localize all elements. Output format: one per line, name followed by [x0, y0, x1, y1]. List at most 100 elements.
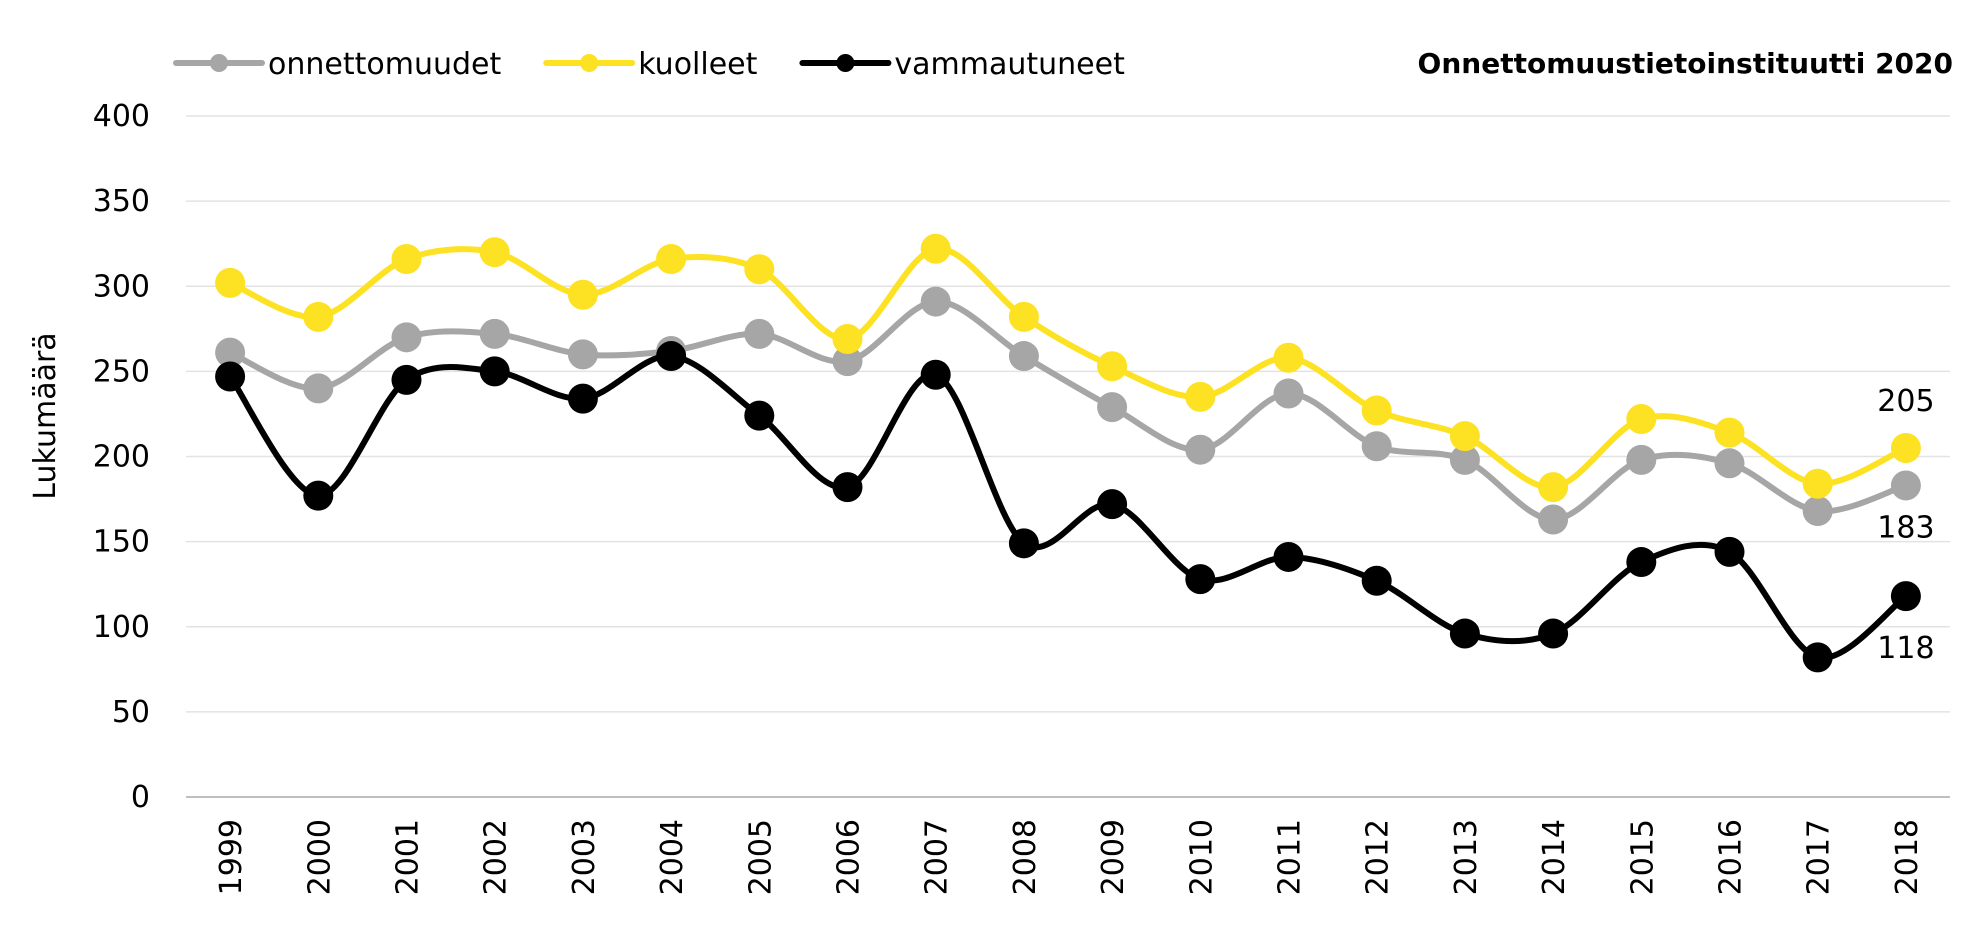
legend-label: vammautuneet [894, 47, 1125, 82]
data-label-vammautuneet: 118 [1877, 631, 1934, 666]
data-point [1273, 541, 1304, 572]
source-label: Onnettomuustietoinstituutti 2020 [1418, 47, 1953, 80]
data-point [1626, 444, 1657, 475]
data-point [744, 318, 775, 349]
data-point [832, 324, 863, 355]
data-point [1008, 301, 1039, 332]
x-tick-label: 2011 [1273, 819, 1308, 895]
y-tick-label: 250 [93, 354, 150, 389]
data-point [1008, 341, 1039, 372]
data-point [1185, 381, 1216, 412]
data-point [1361, 431, 1392, 462]
y-tick-label: 50 [112, 695, 150, 730]
x-tick-label: 2012 [1361, 819, 1396, 895]
legend-swatch-marker [836, 54, 855, 72]
x-tick-label: 2018 [1890, 819, 1925, 895]
data-point [215, 267, 246, 298]
data-point [1890, 470, 1921, 501]
y-tick-label: 200 [93, 440, 150, 475]
data-point [391, 364, 422, 395]
data-point [1714, 448, 1745, 479]
data-point [215, 361, 246, 392]
legend-swatch-marker [580, 54, 599, 72]
y-tick-label: 300 [93, 269, 150, 304]
data-point [1802, 642, 1833, 673]
legend: onnettomuudet kuolleet vammautuneet [173, 47, 1125, 82]
y-tick-label: 350 [93, 184, 150, 219]
series-group [215, 233, 1921, 673]
y-tick-label: 400 [93, 99, 150, 134]
series-line [227, 353, 1909, 661]
series-vammautuneet [215, 341, 1921, 673]
x-tick-label: 2017 [1802, 819, 1837, 895]
series-line [227, 245, 1909, 491]
data-point [832, 472, 863, 503]
x-tick-label: 2014 [1537, 819, 1572, 895]
data-point [303, 301, 334, 332]
data-point [744, 400, 775, 431]
data-point [1802, 468, 1833, 499]
data-point [1538, 472, 1569, 503]
x-tick-label: 2004 [655, 819, 690, 895]
data-point [1273, 378, 1304, 409]
legend-label: onnettomuudet [268, 47, 501, 82]
gridlines [186, 115, 1950, 713]
data-point [1449, 618, 1480, 649]
data-point [1008, 528, 1039, 559]
axes: 0 50 100 150 200 250 300 350 400 1999 2000 2001 2002… [93, 99, 1950, 895]
x-tick-label: 2006 [832, 819, 867, 895]
data-point [1626, 547, 1657, 578]
x-tick-label: 2008 [1008, 819, 1043, 895]
data-point [920, 286, 951, 317]
data-point [1361, 565, 1392, 596]
data-point [1361, 395, 1392, 426]
data-point [1449, 421, 1480, 452]
x-tick-label: 2007 [920, 819, 955, 895]
x-tick-label: 2003 [567, 819, 602, 895]
data-point [1185, 564, 1216, 595]
series-onnettomuudet [215, 286, 1921, 535]
data-point [656, 244, 687, 275]
data-point [303, 480, 334, 511]
x-tick-label: 2016 [1714, 819, 1749, 895]
data-point [391, 244, 422, 275]
x-tick-label: 1999 [214, 819, 249, 895]
data-point [567, 339, 598, 370]
legend-label: kuolleet [638, 47, 757, 82]
data-point [303, 373, 334, 404]
x-tick-label: 2009 [1096, 819, 1131, 895]
data-point [1273, 342, 1304, 373]
y-tick-label: 100 [93, 610, 150, 645]
data-point [1097, 392, 1128, 423]
data-point [215, 337, 246, 368]
data-point [920, 359, 951, 390]
data-point [1626, 404, 1657, 435]
legend-item-onnettomuudet: onnettomuudet [173, 47, 501, 82]
data-point [567, 383, 598, 414]
data-point [479, 237, 510, 268]
y-tick-label: 150 [93, 525, 150, 560]
series-kuolleet [215, 233, 1921, 503]
data-point [1538, 618, 1569, 649]
data-point [1097, 489, 1128, 520]
data-point [1714, 536, 1745, 567]
data-point [744, 254, 775, 285]
data-point [1802, 495, 1833, 526]
data-labels: 183 205 118 [1877, 384, 1934, 666]
x-tick-label: 2001 [391, 819, 426, 895]
data-point [1714, 417, 1745, 448]
x-tick-label: 2002 [479, 819, 514, 895]
data-point [1185, 434, 1216, 465]
legend-item-vammautuneet: vammautuneet [799, 47, 1125, 82]
data-point [391, 322, 422, 353]
data-point [656, 341, 687, 372]
x-tick-label: 2000 [302, 819, 337, 895]
y-axis-title: Lukumäärä [28, 332, 63, 499]
data-point [1890, 432, 1921, 463]
y-tick-label: 0 [131, 780, 150, 815]
legend-item-kuolleet: kuolleet [543, 47, 758, 82]
x-tick-label: 2010 [1184, 819, 1219, 895]
data-point [567, 279, 598, 310]
x-tick-label: 2015 [1625, 819, 1660, 895]
